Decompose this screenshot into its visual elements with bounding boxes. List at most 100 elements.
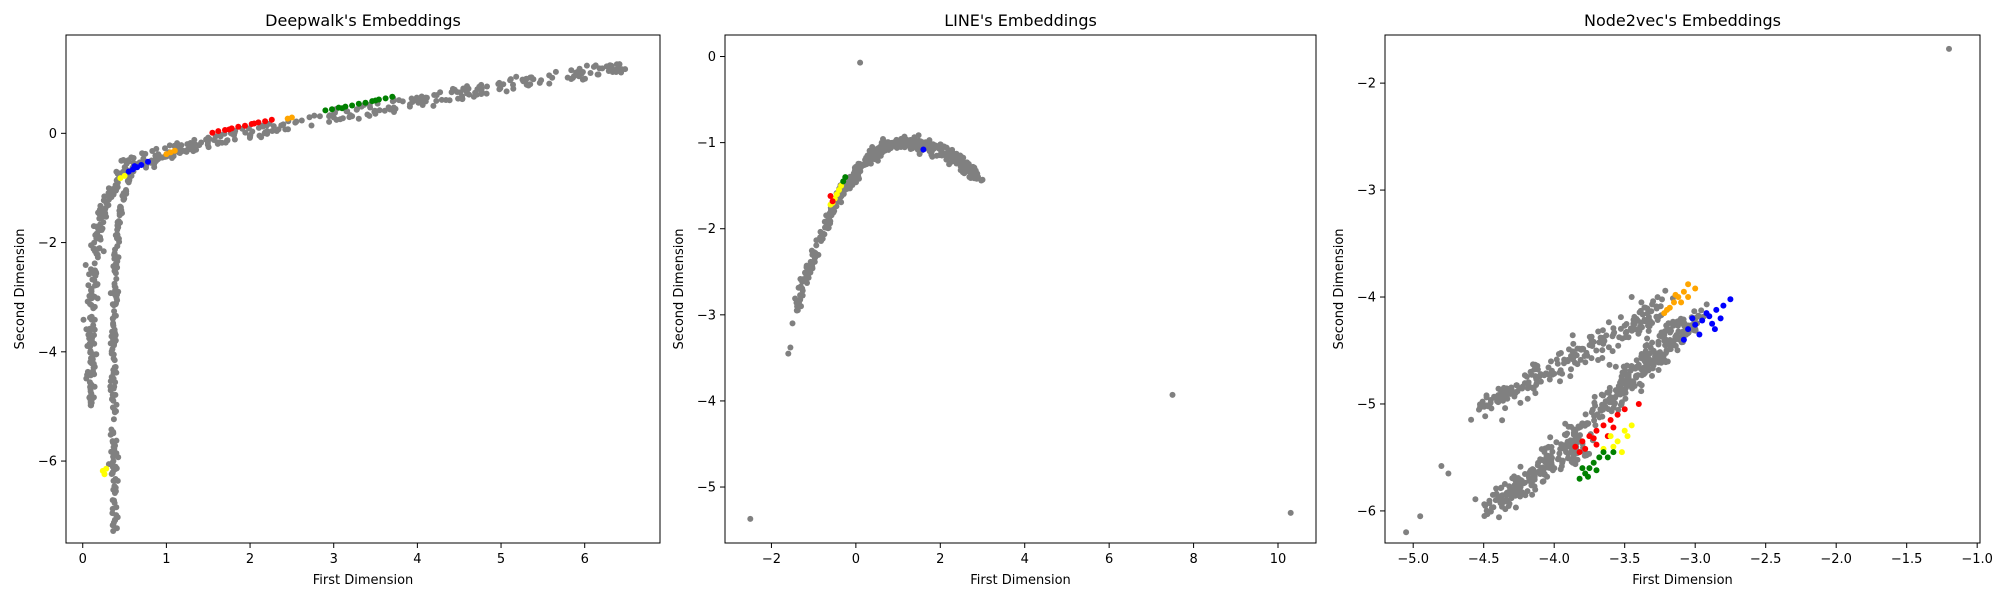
scatter-point [1713,306,1720,313]
scatter-point [1599,327,1606,334]
scatter-point [959,161,966,168]
scatter-point [391,109,397,115]
scatter-point [113,168,120,175]
scatter-point [97,234,103,241]
x-tick-label: −2 [762,552,781,567]
scatter-point [1622,389,1629,396]
scatter-point [582,75,588,82]
y-tick-label: −4 [38,345,57,360]
scatter-point [1626,378,1633,385]
scatter-point [1674,318,1681,325]
scatter-point [90,394,97,401]
scatter-point [109,315,116,322]
scatter-point [1530,466,1537,473]
x-tick-label: 5 [497,552,505,567]
scatter-point [306,114,313,121]
scatter-point [1946,45,1952,52]
plot-frame [1384,34,1981,544]
scatter-point [117,204,124,211]
scatter-point [1511,473,1518,480]
scatter-point [1628,294,1635,300]
y-tick-label: −6 [1357,504,1376,519]
scatter-point [1610,443,1617,450]
scatter-point [1621,427,1628,434]
scatter-point [91,293,98,300]
scatter-point [1568,366,1574,373]
scatter-point [389,93,396,100]
scatter-point [1566,346,1572,353]
scatter-point [1513,382,1520,389]
scatter-point [1680,288,1687,295]
scatter-point [1727,296,1734,303]
scatter-point [1582,359,1589,366]
scatter-point [1517,484,1524,490]
scatter-point [1599,413,1606,420]
x-tick-label: −5.0 [1397,552,1429,567]
scatter-point [1645,313,1652,320]
scatter-point [903,137,910,144]
scatter-point [605,68,612,74]
scatter-point [1468,416,1475,423]
scatter-point [1553,439,1560,446]
scatter-point [1631,313,1638,320]
scatter-point [459,95,466,102]
scatter-point [174,140,181,147]
scatter-point [1703,301,1710,308]
scatter-point [483,90,490,97]
scatter-point [578,71,585,77]
scatter-point [466,91,473,98]
scatter-point [268,116,275,123]
scatter-point [110,320,117,327]
scatter-point [1605,319,1612,326]
scatter-point [1481,501,1488,508]
scatter-point [166,142,173,149]
scatter-point [1623,321,1630,327]
scatter-point [797,283,804,290]
scatter-point [113,184,120,191]
scatter-point [1544,460,1551,467]
y-tick-label: 0 [708,50,716,65]
x-tick-label: −1.0 [1961,552,1993,567]
scatter-point [1501,388,1508,395]
scatter-point [500,81,507,88]
scatter-point [88,381,95,388]
scatter-point [1635,401,1642,407]
scatter-point [1557,378,1563,385]
scatter-point [1633,357,1640,364]
scatter-point [396,97,402,104]
scatter-point [1654,294,1661,301]
scatter-point [407,101,413,108]
scatter-point [1548,358,1554,365]
scatter-point [355,115,362,122]
scatter-point [113,450,120,457]
scatter-point [1530,471,1537,478]
scatter-point [110,370,117,377]
scatter-point [1600,406,1606,413]
scatter-point [1541,471,1548,478]
scatter-point [1600,449,1607,456]
scatter-point [1525,474,1532,481]
scatter-point [1590,435,1597,442]
scatter-point [86,343,92,349]
y-tick-label: −3 [697,308,716,323]
plot-frame [65,34,661,544]
scatter-point [1576,449,1583,456]
scatter-point [1554,360,1561,367]
chart-panel-3: Node2vec's Embeddings −5.0 −4.5 −4.0 −3.5 −3.… [1332,11,1993,588]
scatter-point [1561,446,1568,453]
x-tick-label: 4 [413,552,421,567]
scatter-point [209,129,216,136]
scatter-point [118,157,125,164]
scatter-point [1599,347,1606,354]
scatter-point [109,439,116,446]
scatter-point [258,134,265,141]
scatter-point [1661,336,1668,343]
scatter-point [115,221,122,227]
scatter-point [1599,355,1606,361]
scatter-point [85,282,92,289]
scatter-point [470,93,477,100]
scatter-point [1502,506,1509,513]
scatter-point [799,292,806,299]
scatter-point [464,86,471,93]
scatter-point [1575,423,1582,430]
